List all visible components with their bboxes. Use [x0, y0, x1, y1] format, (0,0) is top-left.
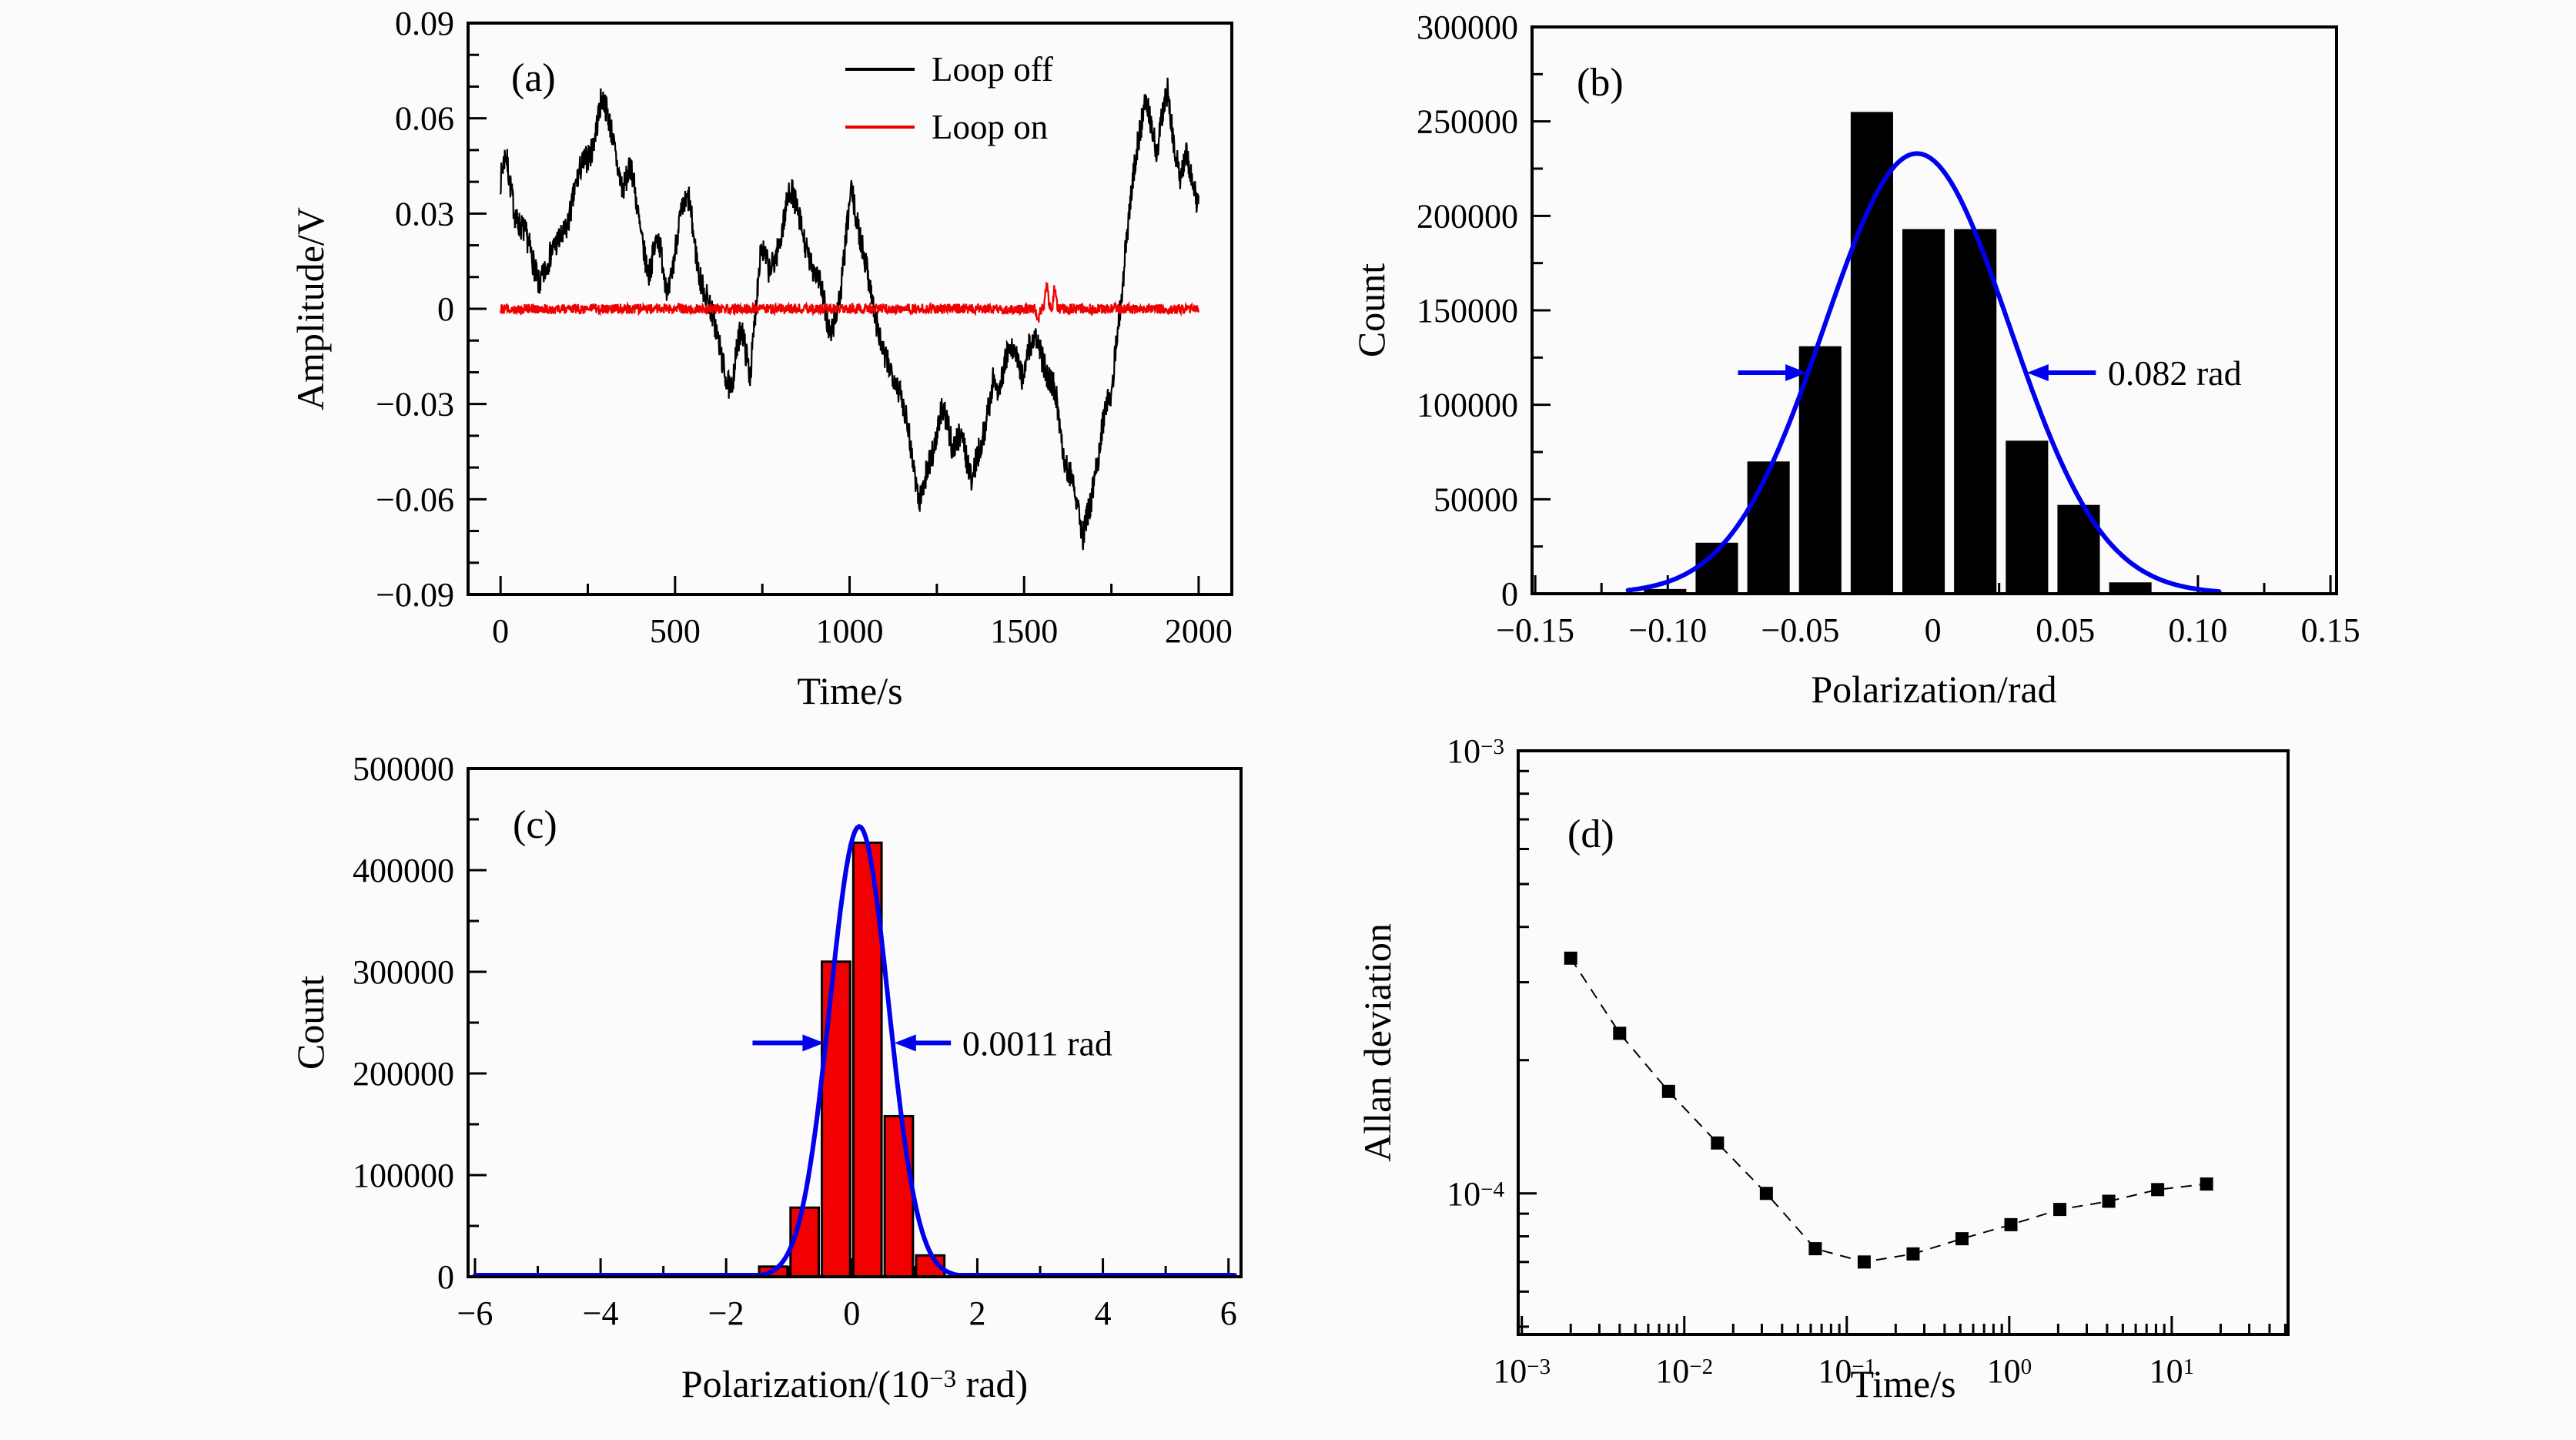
allan-data-point: [1857, 1255, 1871, 1269]
svg-text:101: 101: [2149, 1352, 2195, 1390]
allan-data-point: [2102, 1194, 2116, 1208]
svg-text:500: 500: [650, 612, 701, 650]
fwhm-annotation-b: 0.082 rad: [1738, 353, 2242, 393]
panel-a-amplitude-timeseries: 0 500 1000 1500 2000 0.09 0.06 0.03 0 −0.03 −0.06 −…: [289, 5, 1233, 712]
allan-data-point: [1564, 951, 1577, 965]
allan-data-point: [2004, 1217, 2018, 1231]
svg-text:0: 0: [492, 612, 509, 650]
svg-text:10−2: 10−2: [1655, 1352, 1713, 1390]
svg-text:0.082 rad: 0.082 rad: [2108, 353, 2242, 393]
svg-text:−6: −6: [457, 1294, 493, 1332]
allan-data-point: [2151, 1183, 2165, 1197]
svg-text:10−4: 10−4: [1447, 1175, 1504, 1213]
svg-text:0.06: 0.06: [395, 100, 454, 138]
svg-text:−0.06: −0.06: [376, 481, 454, 518]
svg-text:(a): (a): [511, 56, 556, 100]
svg-text:0: 0: [843, 1294, 860, 1332]
svg-text:Amplitude/V: Amplitude/V: [289, 207, 332, 410]
svg-text:2000: 2000: [1165, 612, 1233, 650]
svg-text:300000: 300000: [353, 953, 454, 991]
allan-data-point: [2053, 1203, 2067, 1217]
allan-data-point: [1613, 1026, 1627, 1040]
svg-text:(d): (d): [1567, 812, 1614, 856]
allan-data-point: [1661, 1084, 1675, 1098]
allan-data-point: [2200, 1177, 2213, 1191]
svg-text:150000: 150000: [1417, 292, 1518, 330]
svg-text:Polarization/(10−3 rad): Polarization/(10−3 rad): [681, 1362, 1028, 1405]
svg-text:1500: 1500: [990, 612, 1058, 650]
svg-text:300000: 300000: [1417, 8, 1518, 46]
svg-text:0.0011 rad: 0.0011 rad: [962, 1023, 1112, 1063]
panel-c-locked-polarization-histogram: 0.0011 rad −6 −4 −2 0 2 4 6 0 100000 200000 300000 4…: [289, 750, 1243, 1405]
panel-d-allan-deviation-plot: 10−3 10−2 10−1 100 101 10−3 10−4 Time/s Allan de…: [1356, 732, 2290, 1405]
svg-text:250000: 250000: [1417, 103, 1518, 141]
svg-text:Loop off: Loop off: [932, 50, 1053, 89]
svg-text:Count: Count: [1350, 263, 1393, 357]
fwhm-annotation-c: 0.0011 rad: [752, 1023, 1112, 1063]
allan-data-point: [1711, 1136, 1725, 1150]
svg-text:−0.05: −0.05: [1761, 611, 1840, 649]
svg-text:0: 0: [1501, 575, 1518, 613]
svg-text:Time/s: Time/s: [797, 669, 902, 712]
svg-text:6: 6: [1220, 1294, 1237, 1332]
svg-text:1000: 1000: [816, 612, 884, 650]
allan-data-point: [1759, 1187, 1773, 1201]
svg-text:0: 0: [437, 290, 454, 328]
svg-text:50000: 50000: [1434, 481, 1518, 518]
allan-data-point: [1906, 1247, 1920, 1261]
svg-text:Loop on: Loop on: [932, 108, 1048, 146]
series-loop-on: [500, 281, 1199, 323]
svg-text:Polarization/rad: Polarization/rad: [1811, 668, 2056, 711]
svg-text:10−3: 10−3: [1447, 732, 1504, 770]
svg-text:100000: 100000: [353, 1157, 454, 1194]
svg-text:10−3: 10−3: [1493, 1352, 1551, 1390]
svg-text:Allan deviation: Allan deviation: [1356, 923, 1399, 1162]
svg-text:200000: 200000: [1417, 197, 1518, 235]
svg-text:Time/s: Time/s: [1850, 1362, 1955, 1405]
series-loop-off: [500, 77, 1199, 551]
panel-b-polarization-histogram: 0.082 rad −0.15 −0.10 −0.05 0 0.05 0.10 0.15 0 50…: [1350, 8, 2360, 711]
svg-text:Count: Count: [289, 976, 332, 1070]
svg-text:2: 2: [969, 1294, 985, 1332]
svg-text:(b): (b): [1577, 61, 1624, 105]
svg-text:0.15: 0.15: [2301, 611, 2360, 649]
svg-text:0.03: 0.03: [395, 195, 454, 233]
svg-text:−4: −4: [583, 1294, 619, 1332]
svg-text:400000: 400000: [353, 852, 454, 889]
svg-text:0: 0: [437, 1258, 454, 1296]
svg-text:10−1: 10−1: [1818, 1352, 1875, 1390]
svg-text:0.05: 0.05: [2036, 611, 2095, 649]
svg-text:−2: −2: [708, 1294, 744, 1332]
svg-text:−0.15: −0.15: [1496, 611, 1574, 649]
allan-data-point: [1955, 1232, 1969, 1246]
svg-text:−0.03: −0.03: [376, 386, 454, 424]
allan-data-point: [1808, 1242, 1822, 1256]
svg-text:−0.10: −0.10: [1628, 611, 1707, 649]
svg-text:100: 100: [1987, 1352, 2032, 1390]
svg-text:0: 0: [1925, 611, 1942, 649]
svg-text:4: 4: [1095, 1294, 1112, 1332]
svg-text:(c): (c): [513, 803, 557, 847]
svg-text:0.10: 0.10: [2168, 611, 2227, 649]
svg-text:0.09: 0.09: [395, 5, 454, 42]
legend: Loop off Loop on: [845, 50, 1053, 146]
svg-text:200000: 200000: [353, 1055, 454, 1093]
svg-text:−0.09: −0.09: [376, 576, 454, 614]
svg-text:500000: 500000: [353, 750, 454, 788]
svg-text:100000: 100000: [1417, 387, 1518, 424]
